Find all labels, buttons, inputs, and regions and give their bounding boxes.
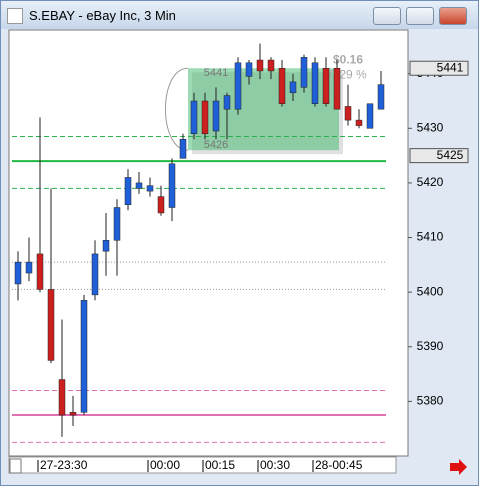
candle-body bbox=[245, 62, 253, 77]
candle-body bbox=[344, 106, 352, 121]
minimize-button[interactable] bbox=[373, 7, 401, 25]
y-tick-label: 5410 bbox=[417, 230, 444, 244]
candle-body bbox=[300, 57, 308, 88]
y-tick-label: 5420 bbox=[417, 175, 444, 189]
candle-body bbox=[311, 62, 319, 104]
candle-body bbox=[113, 207, 121, 241]
candle-body bbox=[267, 59, 275, 72]
candle-body bbox=[366, 103, 374, 129]
x-tick-label: 28-00:45 bbox=[315, 458, 363, 472]
range-change: $0.16 bbox=[333, 52, 363, 66]
candle-body bbox=[102, 240, 110, 252]
candle-body bbox=[179, 138, 187, 159]
y-tick-label: 5380 bbox=[417, 394, 444, 408]
candle-body bbox=[47, 289, 55, 361]
price-marker-label: 5425 bbox=[437, 148, 464, 162]
title-bar: S.EBAY - eBay Inc, 3 Min bbox=[1, 1, 478, 29]
candle-body bbox=[80, 300, 88, 413]
candle-body bbox=[223, 95, 231, 110]
candle-body bbox=[256, 59, 264, 72]
range-high-label: 5441 bbox=[204, 67, 228, 79]
x-tick-label: 00:00 bbox=[150, 458, 180, 472]
candle-body bbox=[135, 182, 143, 189]
range-low-label: 5426 bbox=[204, 139, 228, 151]
candle-body bbox=[124, 177, 132, 206]
x-tick-label: 27-23:30 bbox=[40, 458, 88, 472]
window-icon bbox=[7, 8, 23, 24]
candle-body bbox=[212, 100, 220, 132]
scroll-arrow[interactable] bbox=[450, 459, 467, 475]
candle-body bbox=[201, 100, 209, 135]
candle-body bbox=[234, 62, 242, 110]
candle-body bbox=[36, 253, 44, 290]
checkbox[interactable] bbox=[9, 458, 22, 474]
candle-body bbox=[377, 84, 385, 110]
candle-body bbox=[157, 196, 165, 214]
x-tick-label: 00:15 bbox=[205, 458, 235, 472]
candle-body bbox=[278, 67, 286, 104]
candle-body bbox=[190, 100, 198, 135]
candle-body bbox=[289, 81, 297, 94]
y-tick-label: 5430 bbox=[417, 120, 444, 134]
candle-body bbox=[25, 261, 33, 274]
y-tick-label: 5390 bbox=[417, 339, 444, 353]
chart-title: S.EBAY - eBay Inc, 3 Min bbox=[29, 8, 176, 23]
y-tick-label: 5400 bbox=[417, 284, 444, 298]
price-marker-label: 5441 bbox=[437, 60, 464, 74]
candle-body bbox=[168, 163, 176, 208]
range-arc bbox=[165, 67, 189, 151]
candle-body bbox=[146, 185, 154, 192]
candle-body bbox=[322, 67, 330, 104]
candle-body bbox=[333, 67, 341, 110]
candle-body bbox=[14, 261, 22, 285]
candle-body bbox=[69, 412, 77, 416]
x-tick-label: 00:30 bbox=[260, 458, 290, 472]
price-marker-box bbox=[409, 148, 469, 164]
candle-body bbox=[355, 119, 363, 126]
maximize-button[interactable] bbox=[406, 7, 434, 25]
candle-body bbox=[91, 253, 99, 296]
candle-body bbox=[58, 379, 66, 416]
price-marker-box bbox=[409, 60, 469, 76]
close-button[interactable] bbox=[439, 7, 467, 25]
